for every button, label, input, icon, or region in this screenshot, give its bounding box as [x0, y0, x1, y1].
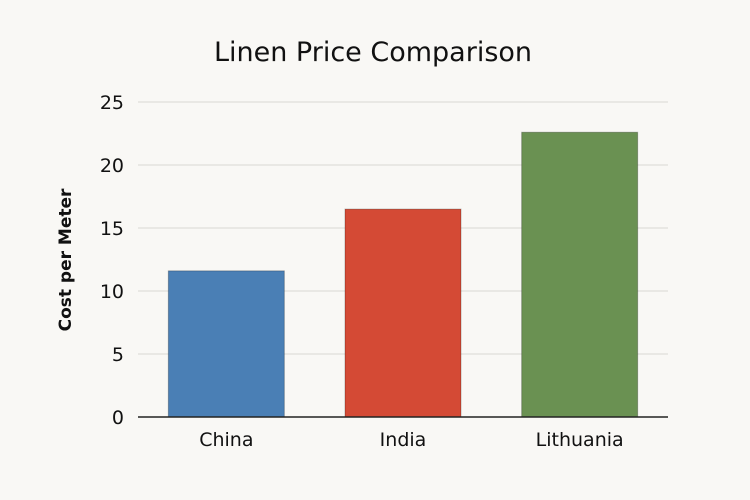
y-tick-label: 15: [100, 218, 124, 240]
y-tick-label: 25: [100, 92, 124, 114]
y-tick-label: 20: [100, 155, 124, 177]
y-tick-label: 10: [100, 281, 124, 303]
y-axis-label: Cost per Meter: [56, 188, 76, 331]
bars: [167, 131, 639, 418]
x-tick-label: India: [380, 429, 427, 451]
chart-title: Linen Price Comparison: [214, 37, 532, 68]
y-tick-label: 5: [112, 344, 124, 366]
bar-india: [344, 208, 462, 418]
y-axis-ticks: 0 5 10 15 20 25: [100, 92, 124, 429]
x-axis-categories: China India Lithuania: [199, 429, 623, 451]
bar-china: [167, 270, 285, 418]
x-tick-label: Lithuania: [536, 429, 624, 451]
x-tick-label: China: [199, 429, 253, 451]
y-tick-label: 0: [112, 407, 124, 429]
bar-lithuania: [521, 131, 639, 418]
